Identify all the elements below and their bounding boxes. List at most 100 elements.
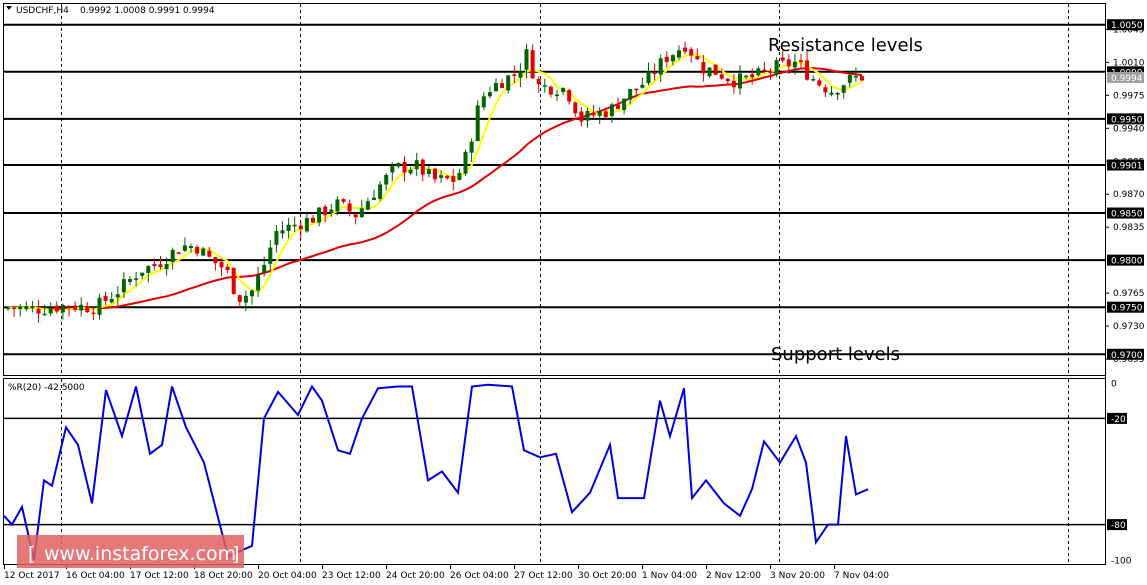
watermark: [ www.instaforex.com ] <box>17 535 244 568</box>
candle-body <box>390 166 395 173</box>
candle-body <box>79 304 84 311</box>
vertical-gridlines <box>61 4 1069 564</box>
level-price-label: 0.9850 <box>1111 210 1143 220</box>
candle-body <box>262 264 267 273</box>
candle-body <box>73 305 78 310</box>
candle-body <box>384 174 389 185</box>
candle-body <box>414 160 419 170</box>
candle-body <box>487 92 492 97</box>
level-price-box <box>1107 19 1144 31</box>
candle-body <box>67 305 71 308</box>
candle-body <box>634 88 639 91</box>
level-lines <box>4 23 1105 526</box>
candle-body <box>189 246 193 248</box>
candle-body <box>201 248 206 256</box>
time-tick-label: 30 Oct 20:00 <box>578 571 637 581</box>
price-tick-label: 0.9765 <box>1113 289 1145 299</box>
candle-body <box>237 295 242 302</box>
wpr-panel-frame <box>3 378 1106 565</box>
candle-body <box>536 79 541 85</box>
symbol-label: USDCHF,H4 <box>16 6 69 16</box>
price-tick-label: 0.9870 <box>1113 190 1145 200</box>
candle-body <box>378 184 383 199</box>
candle-body <box>548 86 553 95</box>
candle-body <box>6 307 10 309</box>
candle-body <box>286 224 291 231</box>
support-annotation: Support levels <box>771 344 900 365</box>
candle-body <box>433 168 437 180</box>
candle-body <box>85 306 90 313</box>
candle-body <box>506 75 511 91</box>
candle-body <box>579 111 584 122</box>
chevron-down-icon[interactable] <box>6 6 12 10</box>
time-tick-label: 1 Nov 04:00 <box>642 571 697 581</box>
candle-body <box>402 161 407 173</box>
candle-body <box>128 279 132 282</box>
candle-body <box>707 67 712 77</box>
level-price-label: 0.9994 <box>1111 74 1143 84</box>
price-tick-label: 0.9940 <box>1113 124 1145 134</box>
candle-body <box>853 76 858 78</box>
candle-body <box>860 76 864 81</box>
candle-body <box>695 56 700 60</box>
candle-body <box>298 225 303 230</box>
time-tick-label: 24 Oct 20:00 <box>386 571 445 581</box>
candle-body <box>213 257 218 264</box>
candle-body <box>457 172 462 180</box>
candle-body <box>713 64 718 75</box>
candle-body <box>317 207 322 223</box>
candle-body <box>347 203 352 212</box>
candle-body <box>780 57 785 61</box>
candle-body <box>231 267 236 295</box>
candle-body <box>445 175 450 179</box>
candle-body <box>573 102 578 114</box>
price-panel-frame <box>3 3 1106 376</box>
candle-body <box>439 175 444 178</box>
time-tick-label: 17 Oct 12:00 <box>130 571 189 581</box>
price-tick-label: 0.9730 <box>1113 322 1145 332</box>
candle-body <box>121 279 126 293</box>
candle-body <box>469 141 474 153</box>
candle-body <box>774 60 779 75</box>
wpr-tick-label: -80 <box>1111 521 1126 531</box>
candle-body <box>341 199 346 202</box>
candle-body <box>591 112 596 116</box>
candle-body <box>731 80 736 88</box>
candle-body <box>256 275 261 291</box>
candle-body <box>219 261 224 268</box>
candle-body <box>628 88 633 100</box>
level-price-box <box>1107 207 1144 219</box>
slow-ma-line <box>7 67 863 311</box>
level-price-box <box>1107 348 1144 360</box>
candle-body <box>567 90 572 102</box>
price-tick-label: 1.0045 <box>1113 25 1145 35</box>
wpr-tick-label: 0 <box>1111 380 1117 390</box>
level-price-box <box>1107 301 1144 313</box>
candle-body <box>475 105 480 142</box>
time-tick-label: 20 Oct 04:00 <box>258 571 317 581</box>
candle-body <box>658 58 663 75</box>
time-tick-label: 2 Nov 12:00 <box>706 571 761 581</box>
level-price-label: 1.0050 <box>1111 21 1143 31</box>
candle-body <box>792 61 797 68</box>
candle-body <box>140 272 145 276</box>
time-tick-label: 26 Oct 04:00 <box>450 571 509 581</box>
candle-body <box>335 199 340 212</box>
time-axis: 12 Oct 2017 16 Oct 04:00 17 Oct 12:00 18 Oc… <box>4 565 889 581</box>
slow-moving-average <box>7 67 863 311</box>
candle-body <box>835 92 840 95</box>
candle-body <box>597 111 602 116</box>
candle-body <box>48 308 53 314</box>
watermark-url: www.instaforex.com <box>44 543 236 565</box>
candle-body <box>585 110 590 121</box>
candle-body <box>768 71 773 73</box>
candle-body <box>494 83 498 92</box>
level-price-box <box>1107 113 1144 125</box>
candle-body <box>841 85 846 93</box>
price-tick-label: 0.9975 <box>1113 91 1145 101</box>
candle-body <box>170 249 175 262</box>
time-tick-label: 18 Oct 20:00 <box>194 571 253 581</box>
level-price-box <box>1107 71 1144 83</box>
price-tick-label: 1.0010 <box>1113 58 1145 68</box>
